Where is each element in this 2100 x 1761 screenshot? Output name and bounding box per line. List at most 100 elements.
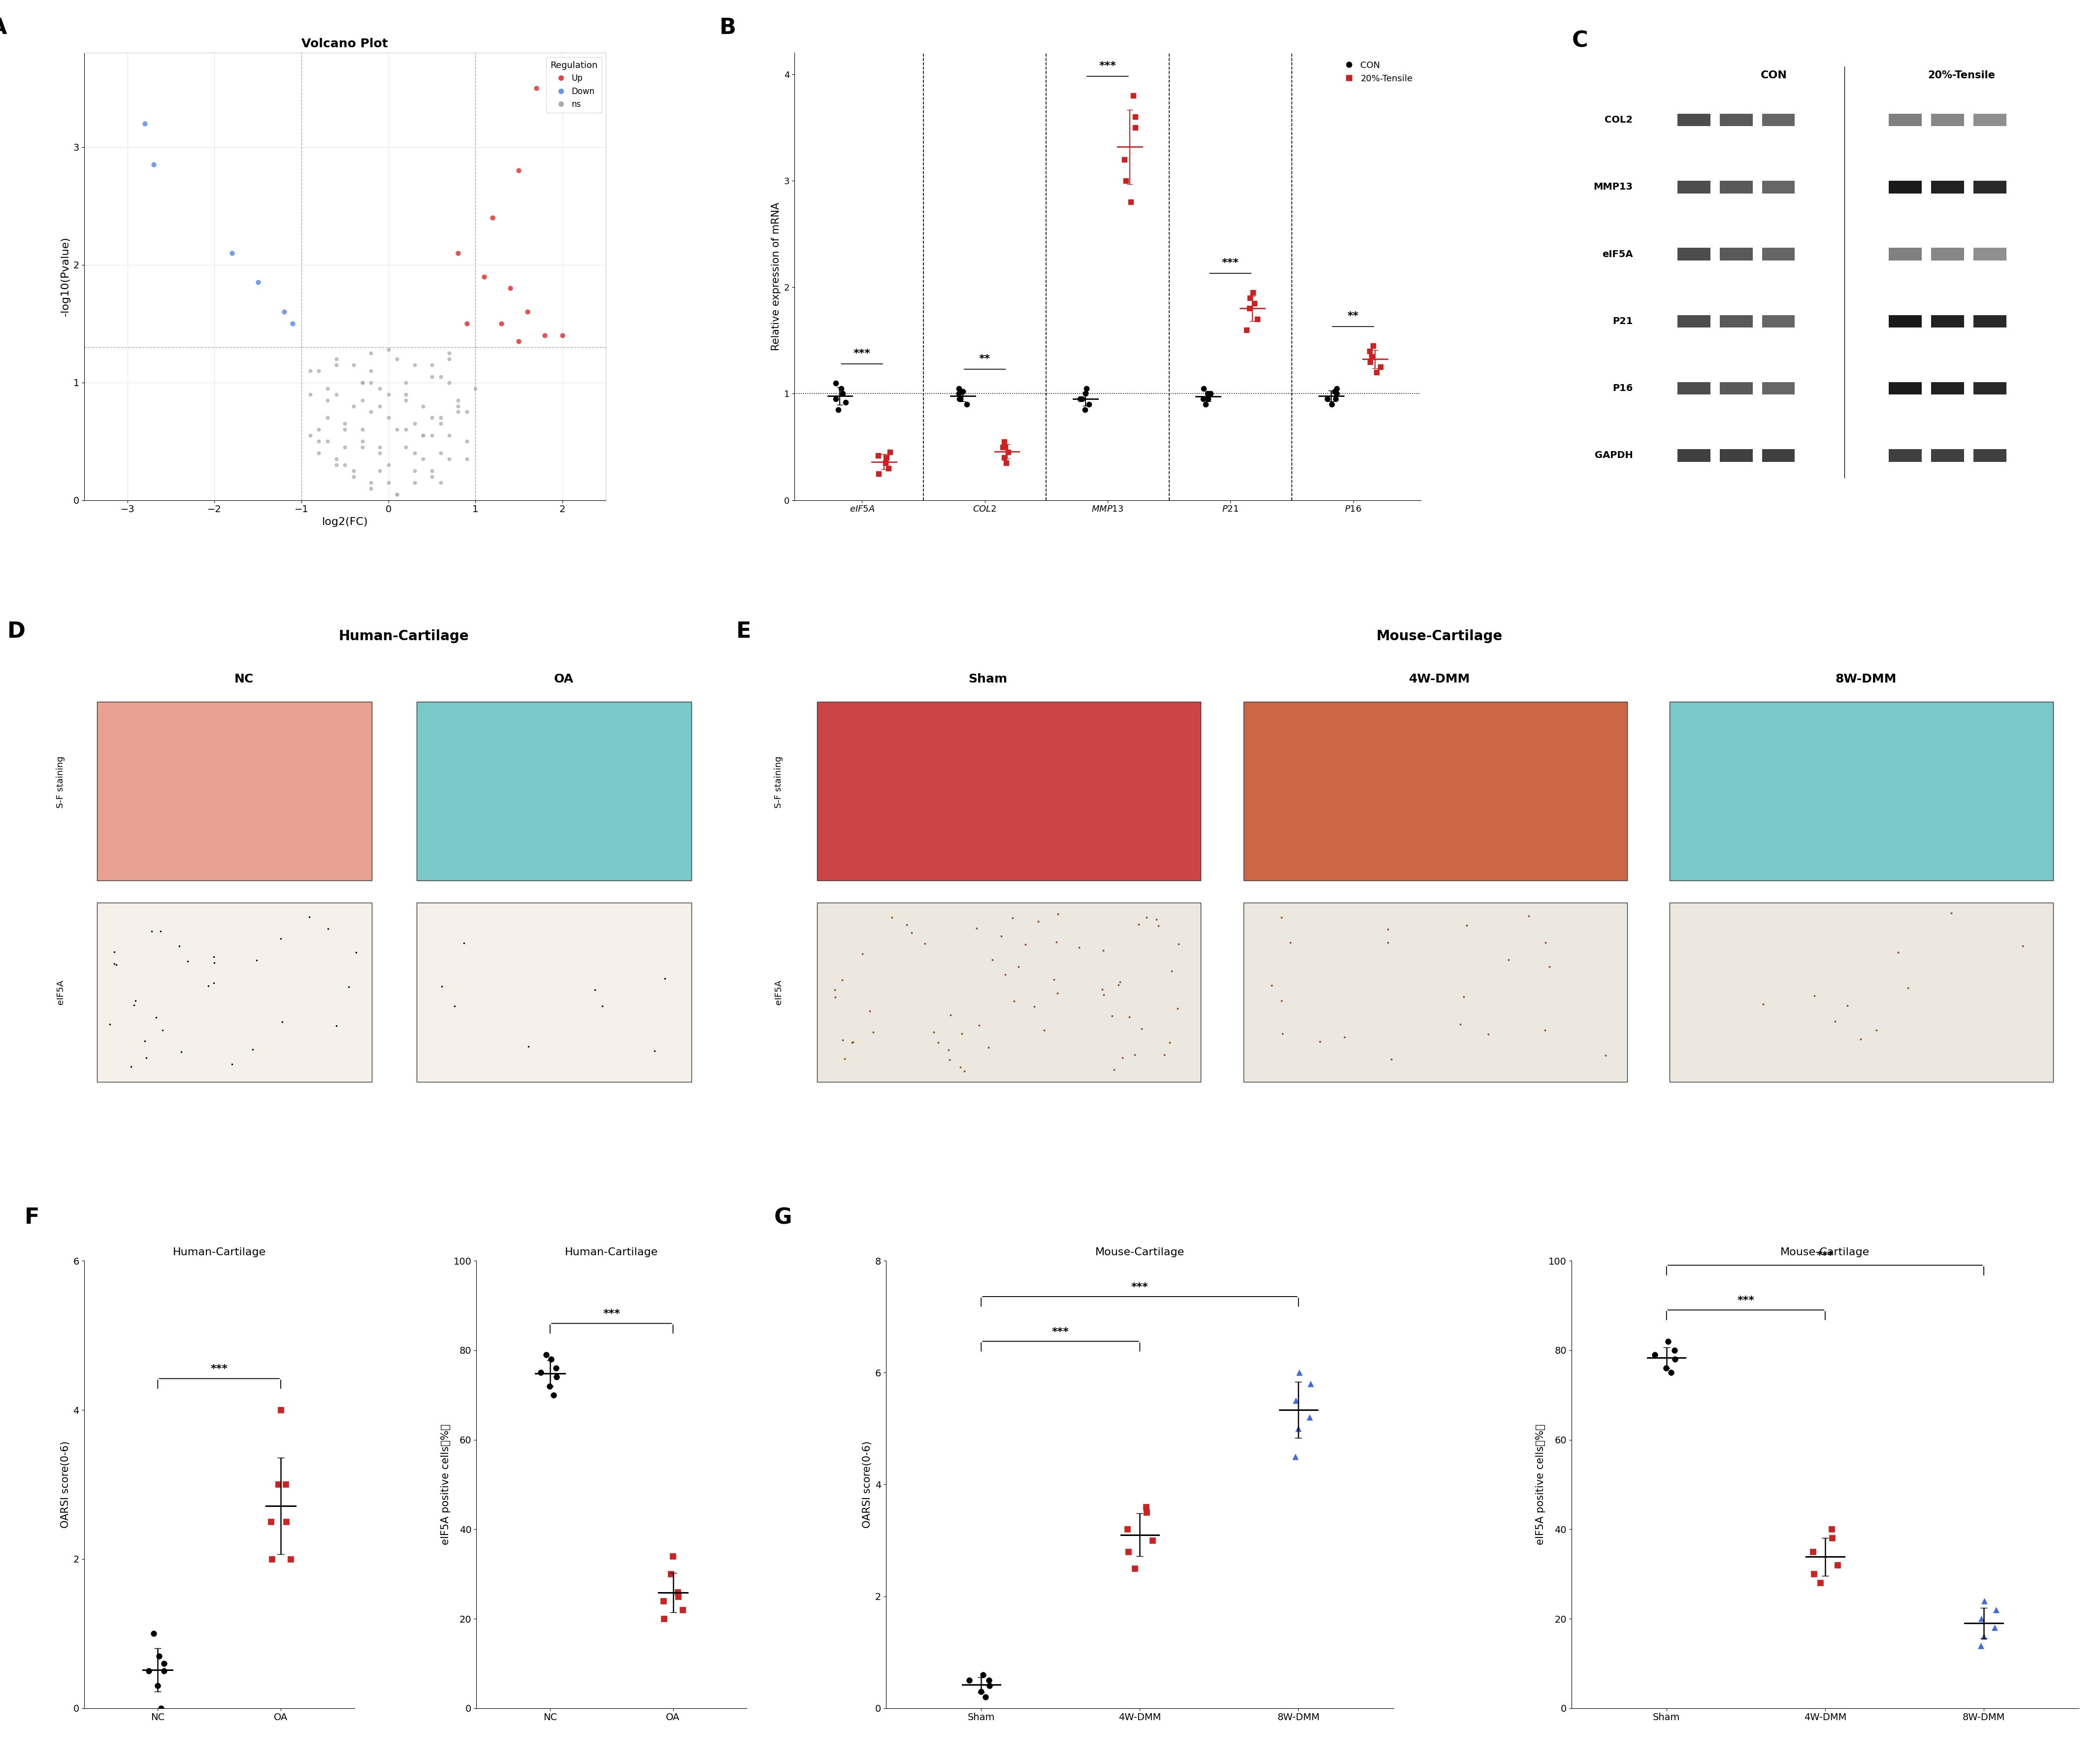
Text: ***: *** bbox=[1816, 1250, 1833, 1261]
Point bbox=[355, 474, 388, 502]
Point bbox=[372, 468, 405, 497]
Point bbox=[137, 1620, 170, 1648]
Point bbox=[355, 468, 388, 497]
Point bbox=[1279, 1442, 1312, 1470]
Point bbox=[355, 398, 388, 426]
Point bbox=[416, 363, 449, 391]
Point bbox=[1069, 375, 1103, 403]
Point bbox=[397, 410, 430, 438]
Point bbox=[265, 1396, 298, 1425]
Point bbox=[1352, 336, 1386, 365]
Point bbox=[943, 386, 977, 414]
Point bbox=[311, 386, 344, 414]
Point bbox=[1237, 289, 1270, 317]
Y-axis label: -log10(Pvalue): -log10(Pvalue) bbox=[61, 236, 71, 317]
Point bbox=[433, 446, 466, 474]
Point bbox=[1638, 1340, 1672, 1368]
Point bbox=[1233, 294, 1266, 322]
Point bbox=[987, 428, 1021, 456]
Bar bbox=[1932, 449, 1964, 461]
Point bbox=[1130, 1499, 1163, 1527]
Point bbox=[1814, 1514, 1848, 1543]
Point bbox=[1649, 1354, 1682, 1382]
Point bbox=[861, 460, 895, 488]
Text: S-F staining: S-F staining bbox=[775, 755, 783, 808]
Point bbox=[449, 310, 483, 338]
Point bbox=[1073, 391, 1107, 419]
Point bbox=[869, 444, 903, 472]
Point bbox=[1186, 375, 1220, 403]
Point bbox=[1109, 167, 1142, 195]
Text: eIF5A: eIF5A bbox=[775, 979, 783, 1006]
Point bbox=[355, 338, 388, 366]
Text: A: A bbox=[0, 18, 6, 39]
Point bbox=[546, 321, 580, 349]
Bar bbox=[1932, 382, 1964, 394]
Point bbox=[1978, 1595, 2012, 1624]
Point bbox=[1319, 386, 1352, 414]
Point bbox=[966, 1661, 1000, 1689]
Point bbox=[1359, 357, 1392, 386]
Point bbox=[861, 442, 895, 470]
Title: Volcano Plot: Volcano Plot bbox=[302, 39, 388, 49]
Point bbox=[449, 428, 483, 456]
Point bbox=[294, 421, 328, 449]
Point bbox=[424, 468, 458, 497]
Bar bbox=[1974, 114, 2006, 127]
Text: ***: *** bbox=[1132, 1282, 1149, 1293]
Text: NC: NC bbox=[235, 673, 254, 685]
Point bbox=[1804, 1569, 1838, 1597]
Bar bbox=[1932, 315, 1964, 328]
Point bbox=[1069, 396, 1103, 424]
Point bbox=[388, 386, 422, 414]
Text: OA: OA bbox=[554, 673, 573, 685]
Point bbox=[466, 262, 500, 291]
Point bbox=[1315, 391, 1348, 419]
Point bbox=[510, 298, 544, 326]
Point bbox=[319, 451, 353, 479]
Point bbox=[372, 380, 405, 409]
Text: Sham: Sham bbox=[968, 673, 1008, 685]
Point bbox=[525, 1358, 559, 1386]
Point bbox=[145, 1694, 178, 1722]
Bar bbox=[1670, 701, 2054, 880]
Text: eIF5A: eIF5A bbox=[1602, 250, 1634, 259]
Text: S-F staining: S-F staining bbox=[57, 755, 65, 808]
Text: D: D bbox=[6, 622, 25, 643]
Point bbox=[1796, 1537, 1829, 1566]
Text: E: E bbox=[737, 622, 752, 643]
Point bbox=[302, 428, 336, 456]
Text: P16: P16 bbox=[1613, 384, 1634, 393]
Bar bbox=[817, 701, 1201, 880]
Point bbox=[407, 446, 441, 474]
Point bbox=[533, 1372, 567, 1400]
Point bbox=[269, 1507, 302, 1536]
Title: Human-Cartilage: Human-Cartilage bbox=[565, 1247, 657, 1257]
Bar bbox=[1678, 114, 1709, 127]
Point bbox=[1119, 113, 1153, 141]
Text: ***: *** bbox=[210, 1365, 229, 1374]
Point bbox=[441, 393, 475, 421]
Point bbox=[1655, 1358, 1688, 1386]
Point bbox=[1237, 278, 1270, 306]
Bar bbox=[1888, 181, 1922, 194]
Text: 8W-DMM: 8W-DMM bbox=[1835, 673, 1896, 685]
Point bbox=[302, 357, 336, 386]
Point bbox=[1063, 386, 1096, 414]
Bar bbox=[1670, 903, 2054, 1081]
Point bbox=[275, 310, 309, 338]
Point bbox=[1115, 188, 1149, 217]
Point bbox=[991, 438, 1025, 467]
Point bbox=[1294, 1370, 1327, 1398]
Point bbox=[540, 1354, 573, 1382]
Point bbox=[1964, 1631, 1997, 1659]
Point bbox=[1065, 386, 1098, 414]
Point bbox=[363, 456, 397, 484]
Point bbox=[407, 421, 441, 449]
Point bbox=[819, 370, 853, 398]
Point bbox=[380, 481, 414, 509]
Point bbox=[1659, 1345, 1693, 1374]
Point bbox=[1292, 1404, 1325, 1432]
Point bbox=[363, 375, 397, 403]
Bar bbox=[1974, 181, 2006, 194]
